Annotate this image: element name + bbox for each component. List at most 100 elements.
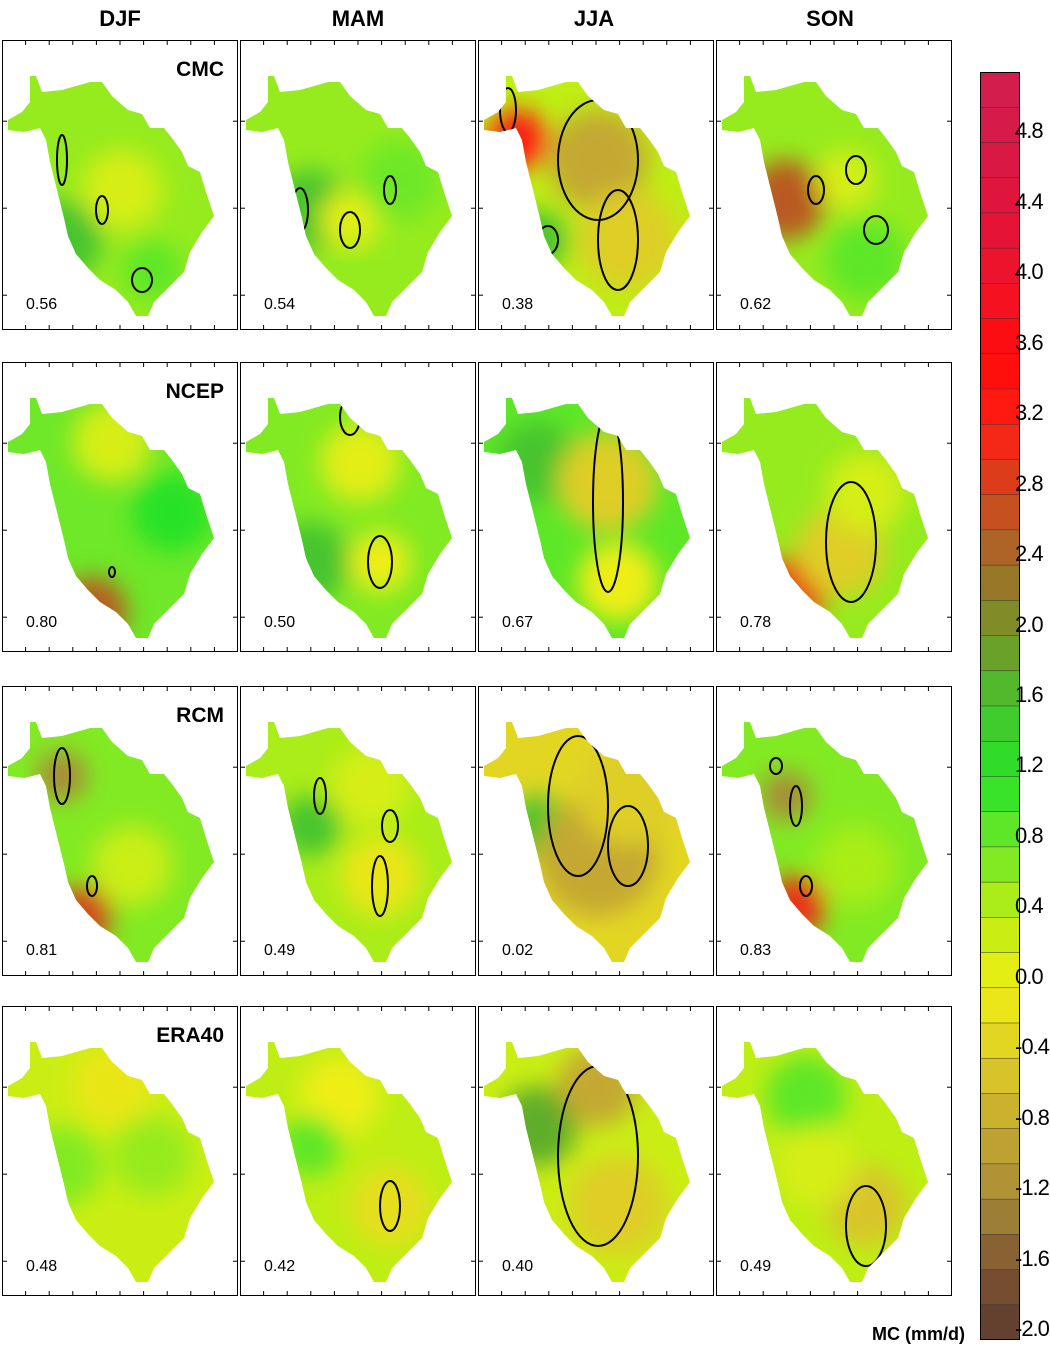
anomaly-cell xyxy=(578,746,678,846)
panel-ncep-son: 0.78 xyxy=(716,362,952,652)
contour-line xyxy=(371,855,389,917)
panel-era40-mam: 0.42 xyxy=(240,1006,476,1296)
contour-line xyxy=(86,875,98,897)
anomaly-cell xyxy=(280,796,340,856)
correlation-value: 0.38 xyxy=(502,296,534,313)
colorbar-tick-label: 3.2 xyxy=(1015,400,1044,426)
basin-field xyxy=(8,722,214,962)
contour-line xyxy=(313,777,327,815)
anomaly-cell xyxy=(548,110,648,210)
correlation-value: 0.83 xyxy=(740,942,772,959)
colorbar-segment xyxy=(980,494,1020,531)
basin-field xyxy=(722,722,928,962)
anomaly-cell xyxy=(22,1126,102,1206)
contour-line xyxy=(339,211,361,249)
panel-cmc-mam: 0.54 xyxy=(240,40,476,330)
colorbar xyxy=(980,72,1020,1340)
colorbar-segment xyxy=(980,72,1020,108)
correlation-value: 0.80 xyxy=(26,614,58,631)
map-plot xyxy=(240,686,476,976)
anomaly-cell xyxy=(300,1056,380,1136)
colorbar-segment xyxy=(980,1128,1020,1165)
colorbar-segment xyxy=(980,247,1020,285)
basin-field xyxy=(8,76,214,316)
colorbar-label: MC (mm/d) xyxy=(872,1324,965,1344)
panel-rcm-mam: 0.49 xyxy=(240,686,476,976)
basin-field xyxy=(722,398,928,638)
colorbar-tick-label: -0.8 xyxy=(1015,1104,1050,1130)
colorbar-segment xyxy=(980,952,1020,989)
colorbar-segment xyxy=(980,740,1020,778)
anomaly-cell xyxy=(52,886,112,946)
colorbar-segment xyxy=(980,917,1020,954)
correlation-value: 0.67 xyxy=(502,614,534,631)
anomaly-cell xyxy=(568,1156,668,1256)
contour-line xyxy=(383,175,397,205)
colorbar-segment xyxy=(980,177,1020,214)
colorbar-segment xyxy=(980,1304,1020,1340)
basin-field xyxy=(484,398,690,638)
colorbar-segment xyxy=(980,881,1020,919)
anomaly-cell xyxy=(92,826,172,906)
panel-ncep-mam: 0.50 xyxy=(240,362,476,652)
colorbar-segment xyxy=(980,1163,1020,1200)
panel-era40-jja: 0.40 xyxy=(478,1006,714,1296)
colorbar-segment xyxy=(980,142,1020,179)
panel-ncep-djf: 0.80 NCEP xyxy=(2,362,238,652)
colorbar-segment xyxy=(980,811,1020,848)
anomaly-cell xyxy=(57,577,127,638)
basin-field xyxy=(484,1042,690,1282)
anomaly-cell xyxy=(578,542,658,622)
colorbar-tick-label: 1.2 xyxy=(1015,752,1044,778)
colorbar-segment xyxy=(980,1198,1020,1236)
colorbar-tick-label: 0.4 xyxy=(1015,893,1044,919)
anomaly-cell xyxy=(320,190,380,250)
anomaly-cell xyxy=(340,836,420,916)
correlation-value: 0.78 xyxy=(740,614,772,631)
colorbar-tick-label: 4.8 xyxy=(1015,118,1044,144)
colorbar-segment xyxy=(980,705,1020,742)
map-plot xyxy=(2,40,238,330)
map-plot xyxy=(240,362,476,652)
basin-field xyxy=(8,398,214,638)
colorbar-tick-label: 2.4 xyxy=(1015,541,1044,567)
panel-cmc-son: 0.62 xyxy=(716,40,952,330)
anomaly-cell xyxy=(766,876,826,936)
basin-field xyxy=(246,398,452,638)
colorbar-tick-label: 4.4 xyxy=(1015,188,1044,214)
contour-line xyxy=(597,189,639,291)
contour-line xyxy=(845,155,867,185)
anomaly-cell xyxy=(578,190,678,290)
colorbar-tick-label: -0.4 xyxy=(1015,1034,1050,1060)
colorbar-segment xyxy=(980,776,1020,813)
map-plot xyxy=(478,40,714,330)
contour-line xyxy=(863,215,889,245)
correlation-value: 0.02 xyxy=(502,942,534,959)
panel-era40-djf: 0.48 ERA40 xyxy=(2,1006,238,1296)
colorbar-tick-label: 4.0 xyxy=(1015,259,1044,285)
colorbar-segment xyxy=(980,423,1020,461)
colorbar-segment xyxy=(980,283,1020,320)
contour-line xyxy=(53,747,71,805)
colorbar-tick-label: -1.2 xyxy=(1015,1175,1050,1201)
colorbar-segment xyxy=(980,1093,1020,1130)
contour-line xyxy=(131,267,153,293)
map-plot xyxy=(716,1006,952,1296)
contour-line xyxy=(547,735,609,877)
correlation-value: 0.42 xyxy=(264,1258,296,1275)
anomaly-cell xyxy=(280,1116,340,1176)
correlation-value: 0.40 xyxy=(502,1258,534,1275)
model-label: NCEP xyxy=(165,380,224,403)
season-header-jja: JJA xyxy=(573,6,615,31)
anomaly-cell xyxy=(122,240,182,300)
contour-line xyxy=(95,195,109,225)
anomaly-cell xyxy=(350,1166,430,1246)
contour-line xyxy=(108,566,116,578)
season-header-son: SON xyxy=(806,6,854,31)
model-label: RCM xyxy=(176,704,224,727)
colorbar-tick-label: -2.0 xyxy=(1015,1316,1050,1341)
colorbar-segment xyxy=(980,529,1020,566)
correlation-value: 0.48 xyxy=(26,1258,58,1275)
basin-field xyxy=(722,76,928,316)
basin-field xyxy=(484,76,690,316)
